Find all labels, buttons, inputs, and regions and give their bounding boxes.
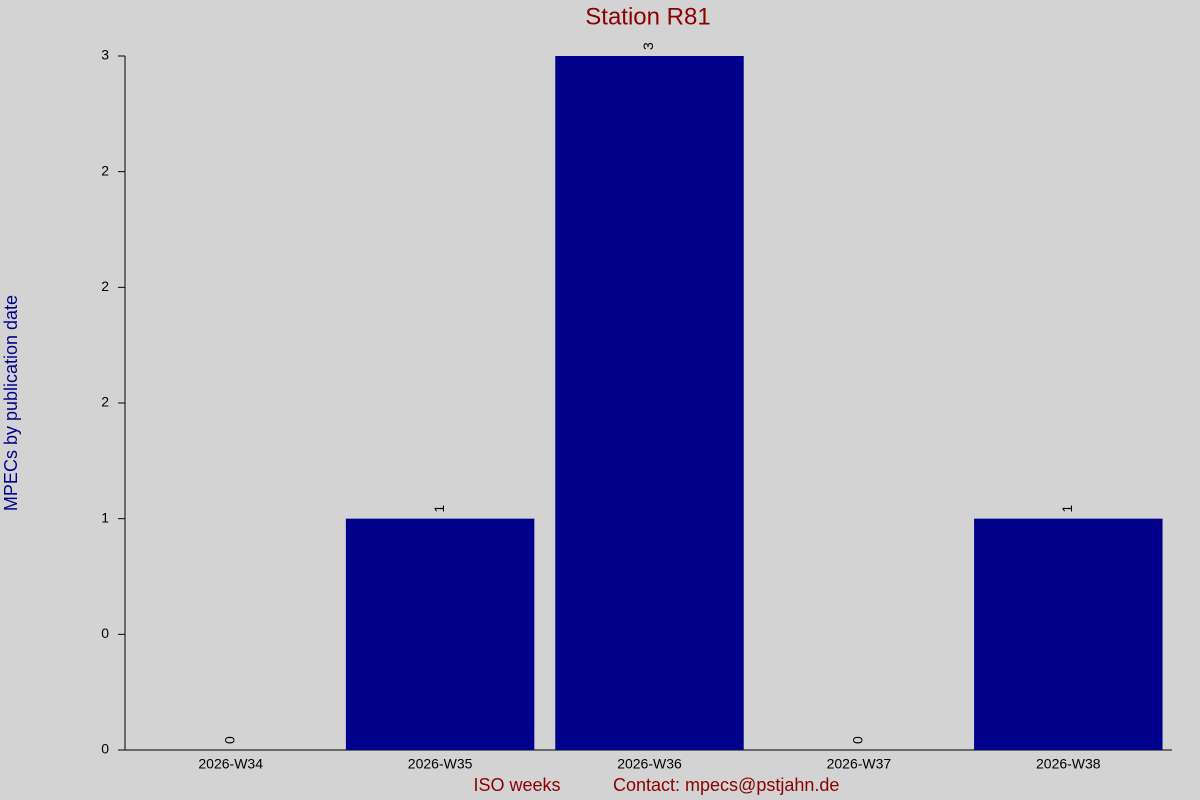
- x-tick-label: 2026-W34: [198, 756, 263, 772]
- y-tick-label: 0: [101, 625, 109, 641]
- chart-title: Station R81: [585, 3, 710, 30]
- bar: [555, 56, 744, 750]
- y-axis-label: MPECs by publication date: [1, 295, 21, 511]
- x-tick-label: 2026-W36: [617, 756, 682, 772]
- y-tick-label: 1: [101, 509, 109, 525]
- value-label: 3: [640, 42, 656, 50]
- y-tick-label: 3: [101, 47, 109, 63]
- y-tick-label: 2: [101, 394, 109, 410]
- value-label: 1: [1059, 505, 1075, 513]
- value-label: 0: [221, 736, 237, 744]
- value-label: 1: [431, 505, 447, 513]
- x-tick-label: 2026-W35: [408, 756, 473, 772]
- value-label: 0: [850, 736, 866, 744]
- x-tick-label: 2026-W38: [1036, 756, 1101, 772]
- x-axis-label: ISO weeks: [473, 775, 560, 795]
- y-tick-label: 0: [101, 741, 109, 757]
- bar: [345, 518, 535, 750]
- bar: [974, 518, 1163, 750]
- x-tick-label: 2026-W37: [827, 756, 892, 772]
- contact-note: Contact: mpecs@pstjahn.de: [613, 775, 839, 795]
- y-tick-label: 2: [101, 278, 109, 294]
- y-tick-label: 2: [101, 162, 109, 178]
